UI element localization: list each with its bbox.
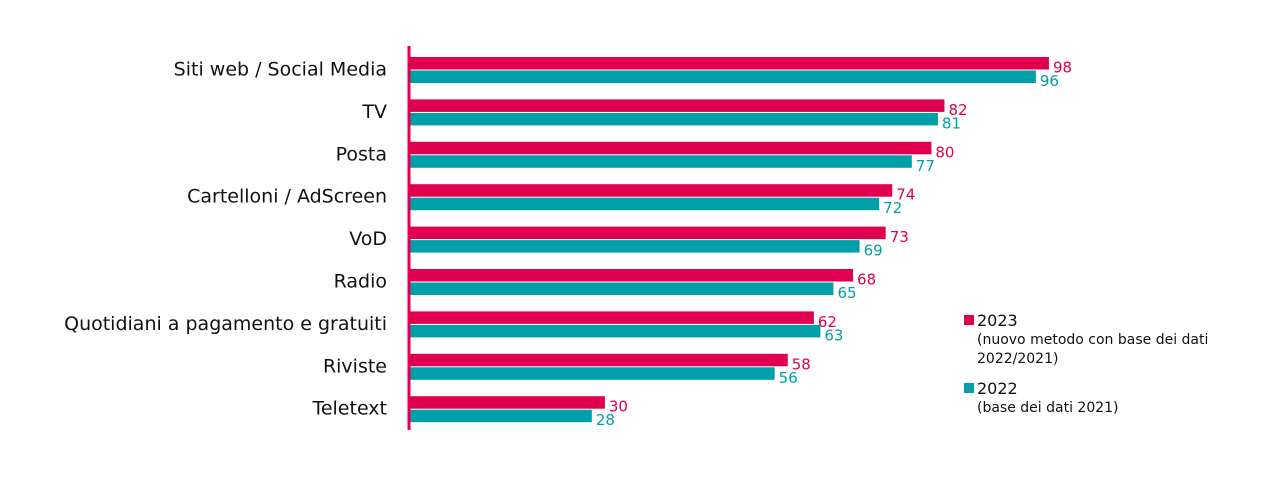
value-label: 68 bbox=[857, 271, 876, 289]
bar-2023 bbox=[409, 226, 886, 240]
legend: 2023 2022 bbox=[964, 311, 1018, 398]
value-label: 28 bbox=[596, 411, 615, 429]
value-label: 72 bbox=[883, 199, 902, 217]
legend-note-line: (base dei dati 2021) bbox=[977, 400, 1119, 416]
category-label: Riviste bbox=[323, 355, 387, 377]
legend-swatch-2023 bbox=[964, 315, 974, 325]
bar-2023 bbox=[409, 353, 788, 367]
bar-2022 bbox=[409, 70, 1036, 83]
value-label: 74 bbox=[896, 186, 915, 204]
value-label: 65 bbox=[837, 284, 856, 302]
bars-layer bbox=[409, 57, 1049, 423]
category-label: Siti web / Social Media bbox=[174, 59, 387, 81]
value-label: 77 bbox=[916, 157, 935, 175]
bar-2022 bbox=[409, 282, 834, 295]
value-label: 98 bbox=[1053, 59, 1072, 77]
category-label: Cartelloni / AdScreen bbox=[187, 186, 387, 208]
legend-label: 2023 bbox=[977, 311, 1018, 330]
legend-note: (base dei dati 2021) bbox=[977, 399, 1119, 418]
bar-2023 bbox=[409, 269, 854, 282]
value-label: 96 bbox=[1040, 72, 1059, 90]
category-label: VoD bbox=[349, 228, 387, 250]
category-label: Quotidiani a pagamento e gratuiti bbox=[64, 313, 387, 335]
bar-2023 bbox=[409, 141, 932, 155]
bar-2023 bbox=[409, 184, 893, 197]
bar-2022 bbox=[409, 367, 775, 380]
value-label: 69 bbox=[864, 242, 883, 260]
value-label: 80 bbox=[935, 143, 954, 161]
legend-note: (nuovo metodo con base dei dati 2022/2021… bbox=[977, 331, 1208, 369]
legend-label: 2022 bbox=[977, 379, 1018, 398]
bar-2023 bbox=[409, 57, 1049, 70]
bar-2023 bbox=[409, 396, 605, 409]
value-label: 82 bbox=[948, 101, 967, 119]
value-label: 73 bbox=[890, 228, 909, 246]
bar-2022 bbox=[409, 240, 860, 253]
bar-2022 bbox=[409, 409, 592, 423]
legend-note-line: 2022/2021) bbox=[977, 351, 1059, 367]
value-label: 63 bbox=[824, 326, 843, 344]
bar-2022 bbox=[409, 197, 880, 211]
value-label: 30 bbox=[609, 398, 628, 416]
legend-swatch-2022 bbox=[964, 383, 974, 393]
value-label: 81 bbox=[942, 114, 961, 132]
legend-note-line: (nuovo metodo con base dei dati bbox=[977, 332, 1209, 348]
category-label: Posta bbox=[336, 143, 387, 165]
category-label: Teletext bbox=[311, 398, 387, 420]
bar-2022 bbox=[409, 112, 938, 126]
bar-2022 bbox=[409, 324, 821, 338]
category-label: TV bbox=[361, 101, 387, 123]
value-label: 62 bbox=[818, 313, 837, 331]
bar-2023 bbox=[409, 99, 945, 112]
bar-2023 bbox=[409, 311, 814, 324]
value-label: 58 bbox=[792, 355, 811, 373]
value-label: 56 bbox=[779, 369, 798, 387]
category-label: Radio bbox=[334, 271, 387, 293]
bar-2022 bbox=[409, 155, 912, 168]
